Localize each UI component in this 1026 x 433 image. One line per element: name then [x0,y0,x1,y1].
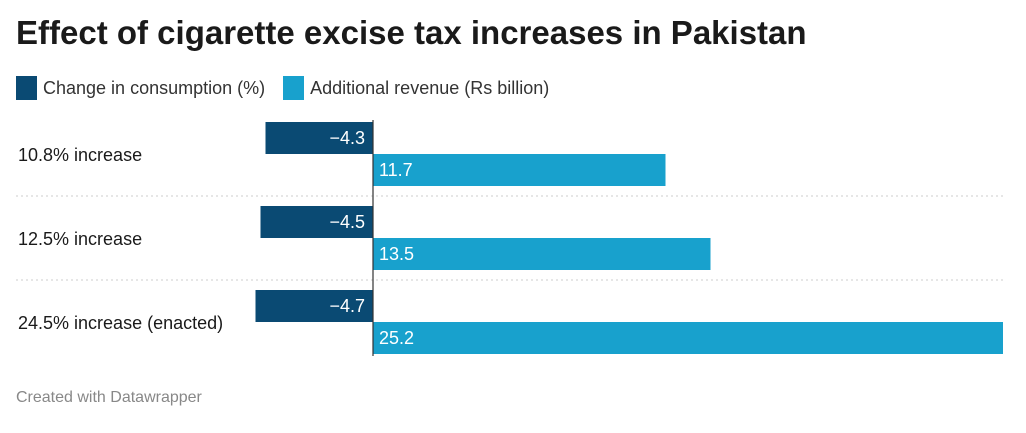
value-label-consumption: −4.3 [329,128,365,148]
legend-item-revenue: Additional revenue (Rs billion) [283,76,549,100]
value-label-revenue: 11.7 [379,160,413,180]
legend-label-revenue: Additional revenue (Rs billion) [310,77,550,98]
bar-consumption [260,206,373,238]
bar-consumption [255,290,373,322]
bar-revenue [373,238,711,270]
footer-credit: Created with Datawrapper [16,389,202,406]
category-label: 24.5% increase (enacted) [18,313,223,333]
value-label-revenue: 13.5 [379,244,414,264]
chart-title: Effect of cigarette excise tax increases… [16,14,807,51]
legend-item-consumption: Change in consumption (%) [16,76,265,100]
value-label-consumption: −4.5 [329,212,365,232]
bar-chart: 10.8% increase −4.3 11.7 12.5% increase −4.5… [16,120,1004,356]
legend-label-consumption: Change in consumption (%) [43,77,266,98]
bar-revenue [373,322,1003,354]
value-label-revenue: 25.2 [379,328,414,348]
category-label: 10.8% increase [18,145,142,165]
legend: Change in consumption (%) Additional rev… [16,76,567,100]
legend-swatch-consumption [16,76,37,100]
bar-revenue [373,154,666,186]
value-label-consumption: −4.7 [329,296,365,316]
legend-swatch-revenue [283,76,305,100]
bar-consumption [265,122,373,154]
category-label: 12.5% increase [18,229,142,249]
